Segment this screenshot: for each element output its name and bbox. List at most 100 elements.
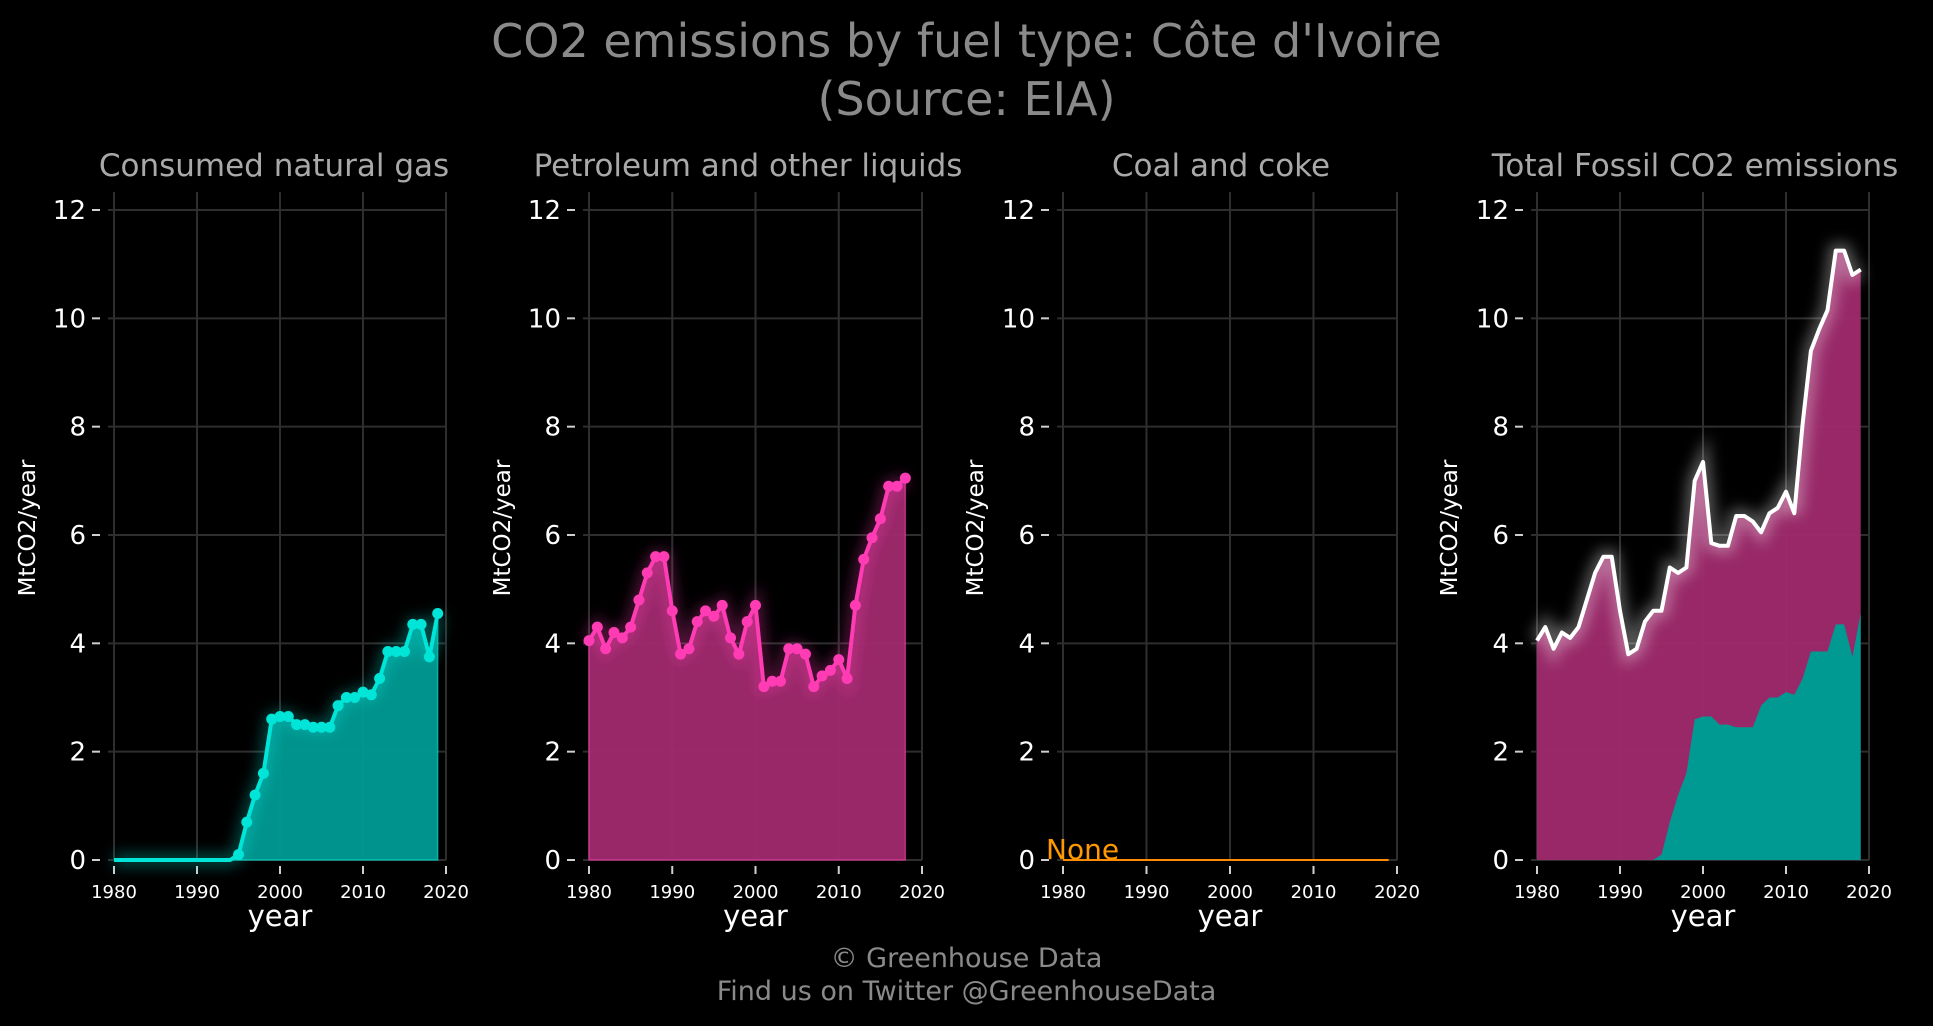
none-annotation: None xyxy=(1046,833,1119,866)
data-point xyxy=(741,616,753,628)
x-axis-label: year xyxy=(1198,899,1263,933)
data-point xyxy=(641,567,653,579)
data-point xyxy=(808,681,820,693)
data-point xyxy=(257,767,269,779)
data-point xyxy=(307,721,319,733)
data-point xyxy=(700,605,712,617)
data-point xyxy=(891,480,903,492)
data-point xyxy=(600,643,612,655)
y-axis-label: MtCO2/year xyxy=(1437,459,1463,596)
y-tick-label: 4 xyxy=(1492,629,1509,659)
x-tick-label: 2020 xyxy=(423,882,469,903)
x-tick-label: 1980 xyxy=(91,882,137,903)
panel-1: Consumed natural gas 0 2 4 6 8 10 12 1980 1990 200… xyxy=(15,148,469,933)
y-tick-label: 8 xyxy=(1492,413,1509,443)
data-point xyxy=(415,618,427,630)
y-axis-label: MtCO2/year xyxy=(490,459,516,596)
y-tick-label: 8 xyxy=(69,413,86,443)
data-point xyxy=(349,692,361,703)
data-point xyxy=(357,686,369,698)
data-point xyxy=(725,632,737,644)
chart-title: CO2 emissions by fuel type: Côte d'Ivoir… xyxy=(0,12,1933,128)
data-point xyxy=(374,673,386,685)
y-tick-label: 12 xyxy=(1002,196,1035,226)
data-point xyxy=(423,651,435,663)
y-tick-label: 2 xyxy=(544,738,561,768)
data-point xyxy=(866,532,878,544)
data-point xyxy=(249,789,261,801)
x-axis-label: year xyxy=(723,899,788,933)
y-tick-label: 8 xyxy=(544,413,561,443)
data-point xyxy=(750,599,761,611)
x-tick-label: 2010 xyxy=(1763,882,1809,903)
y-tick-label: 4 xyxy=(544,629,561,659)
data-point xyxy=(591,621,603,633)
y-tick-label: 12 xyxy=(1476,196,1509,226)
panel-4: Total Fossil CO2 emissions 0 2 4 6 8 10 12 1980 1… xyxy=(1437,148,1898,933)
data-point xyxy=(583,635,595,647)
y-tick-label: 6 xyxy=(544,521,561,551)
data-point xyxy=(883,480,895,492)
x-tick-label: 2010 xyxy=(340,882,386,903)
data-point xyxy=(299,719,311,731)
y-axis-label: MtCO2/year xyxy=(15,459,41,596)
x-tick-label: 2020 xyxy=(1374,882,1420,903)
data-point xyxy=(675,648,687,660)
y-tick-label: 2 xyxy=(69,738,86,768)
data-point xyxy=(241,816,253,828)
data-point xyxy=(274,710,286,722)
y-tick-label: 10 xyxy=(528,304,561,334)
x-tick-label: 2020 xyxy=(1846,882,1892,903)
y-tick-label: 4 xyxy=(1018,629,1035,659)
x-tick-label: 2000 xyxy=(257,882,303,903)
panel-title: Coal and coke xyxy=(1112,148,1330,184)
x-axis-label: year xyxy=(248,899,313,933)
y-tick-label: 4 xyxy=(69,629,86,659)
x-tick-label: 1980 xyxy=(1040,882,1086,903)
data-point xyxy=(340,692,352,703)
data-point xyxy=(799,648,811,660)
x-tick-label: 1990 xyxy=(1124,882,1170,903)
y-tick-label: 2 xyxy=(1018,738,1035,768)
panel-title: Total Fossil CO2 emissions xyxy=(1491,148,1899,184)
y-tick-label: 6 xyxy=(1492,521,1509,551)
y-tick-label: 6 xyxy=(69,521,86,551)
x-tick-label: 2000 xyxy=(733,882,779,903)
x-tick-label: 2000 xyxy=(1207,882,1253,903)
x-tick-label: 2010 xyxy=(1291,882,1337,903)
panel-3: Coal and coke 0 2 4 6 8 10 12 1980 1990 2000 2010 20… xyxy=(963,148,1420,933)
x-axis-label: year xyxy=(1671,899,1736,933)
y-axis-label: MtCO2/year xyxy=(963,459,989,596)
y-tick-label: 0 xyxy=(1492,846,1509,876)
data-point xyxy=(683,643,695,655)
data-point xyxy=(791,643,803,655)
footer: © Greenhouse Data Find us on Twitter @Gr… xyxy=(0,942,1933,1008)
panel-2: Petroleum and other liquids 0 2 4 6 8 10 12 1980… xyxy=(490,148,962,933)
x-tick-label: 2020 xyxy=(899,882,945,903)
x-tick-label: 1980 xyxy=(1514,882,1560,903)
data-point xyxy=(708,610,720,622)
footer-copyright: © Greenhouse Data xyxy=(830,943,1103,974)
chart-title-line-2: (Source: EIA) xyxy=(817,72,1116,126)
data-point xyxy=(633,594,645,606)
series-line xyxy=(1535,248,1862,657)
data-point xyxy=(874,513,886,525)
data-point xyxy=(733,648,745,660)
data-point xyxy=(608,627,620,638)
data-point xyxy=(332,700,344,712)
data-point xyxy=(399,645,410,657)
data-point xyxy=(316,721,327,733)
data-point xyxy=(390,645,402,657)
y-tick-label: 10 xyxy=(1002,304,1035,334)
data-point xyxy=(432,608,444,620)
data-point xyxy=(625,621,637,633)
data-point xyxy=(666,605,678,617)
data-point xyxy=(691,616,703,628)
data-point xyxy=(783,643,795,655)
data-point xyxy=(833,654,845,666)
y-tick-label: 8 xyxy=(1018,413,1035,443)
x-tick-label: 1990 xyxy=(174,882,220,903)
data-point xyxy=(233,849,244,861)
data-point xyxy=(324,721,336,733)
